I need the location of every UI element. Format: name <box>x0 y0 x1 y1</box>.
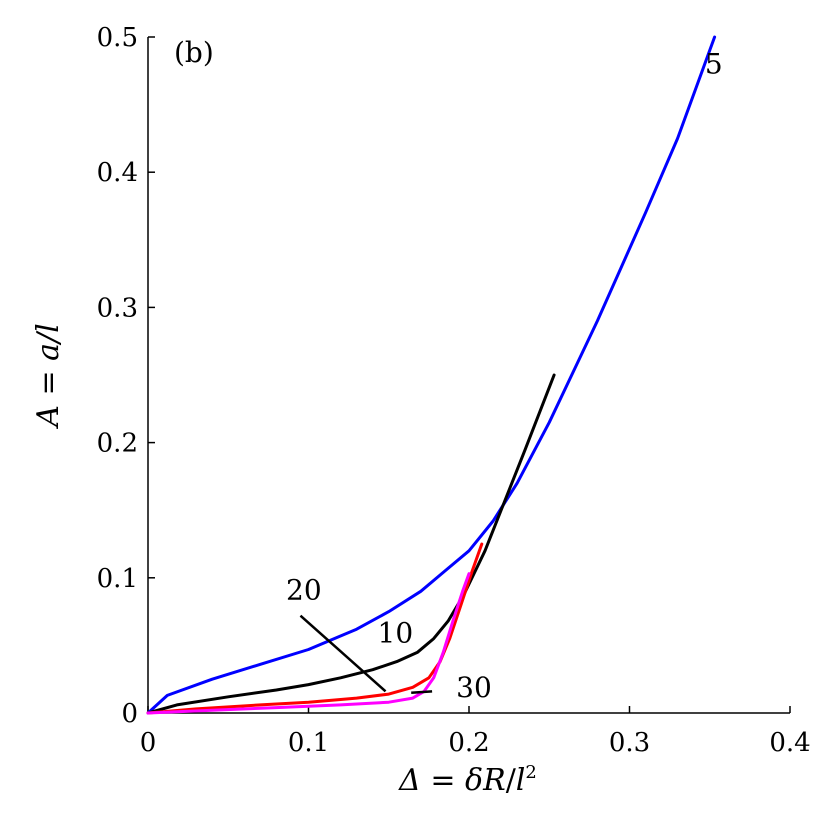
x-axis-label-slash: / <box>506 763 517 798</box>
y-tick-label: 0.2 <box>97 429 138 459</box>
x-tick-label: 0.1 <box>288 728 329 758</box>
x-axis-label-base: l <box>516 763 526 798</box>
panel-label: (b) <box>174 36 214 69</box>
x-axis-label-sup: 2 <box>525 762 536 783</box>
curve-label-5: 5 <box>705 48 723 81</box>
y-axis-ticks: 0 0.1 0.2 0.3 0.4 0.5 <box>97 23 155 729</box>
x-axis-label-lhs: Δ <box>398 763 421 798</box>
curve-label-20: 20 <box>286 573 322 606</box>
x-axis-label-num: δR <box>465 763 506 798</box>
series-line-5 <box>146 35 717 715</box>
y-tick-label: 0.4 <box>97 158 138 188</box>
annotation-pointer-30 <box>411 690 433 694</box>
series-line-30 <box>146 572 471 715</box>
y-axis-label: A = a/l <box>31 323 66 429</box>
x-tick-label: 0.4 <box>769 728 810 758</box>
curve-label-10: 10 <box>378 617 414 650</box>
y-tick-label: 0.1 <box>97 564 138 594</box>
y-axis-label-rhs: a/l <box>31 323 66 361</box>
x-axis-label-eq: = <box>421 763 465 798</box>
x-axis-label: Δ = δR/l2 <box>398 762 537 798</box>
plot-area: 0 0.1 0.2 0.3 0.4 0 0.1 0.2 0.3 0.4 0.5 5 10 20 30 <box>97 23 811 758</box>
curve-label-30: 30 <box>456 671 492 704</box>
y-tick-label: 0.5 <box>97 23 138 53</box>
series-group <box>146 35 717 715</box>
x-tick-label: 0 <box>140 728 157 758</box>
annotation-pointers <box>299 614 433 694</box>
x-tick-label: 0.2 <box>448 728 489 758</box>
y-axis-label-eq: = <box>31 361 66 405</box>
x-axis-ticks: 0 0.1 0.2 0.3 0.4 <box>140 706 811 758</box>
series-line-20 <box>146 542 484 715</box>
x-tick-label: 0.3 <box>609 728 650 758</box>
y-tick-label: 0 <box>121 699 138 729</box>
y-tick-label: 0.3 <box>97 293 138 323</box>
annotation-pointer-20 <box>299 614 387 693</box>
curve-labels: 5 10 20 30 <box>286 48 723 704</box>
y-axis-label-lhs: A <box>31 405 66 430</box>
series-line-10 <box>146 373 556 715</box>
